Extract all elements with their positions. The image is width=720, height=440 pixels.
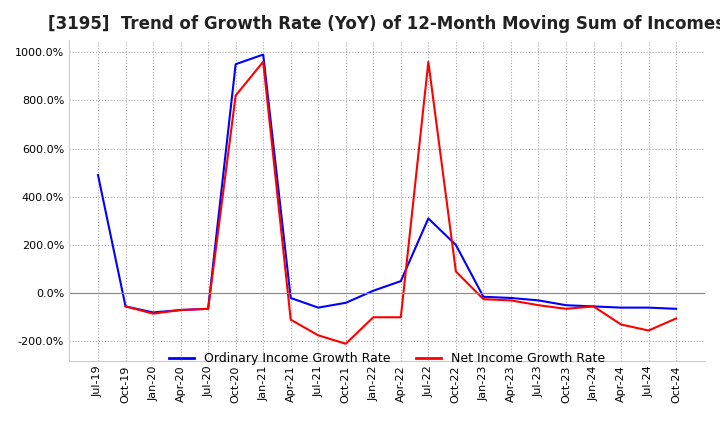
Ordinary Income Growth Rate [341, 300, 350, 305]
Ordinary Income Growth Rate [644, 305, 653, 310]
Net Income Growth Rate [672, 316, 680, 321]
Ordinary Income Growth Rate [231, 62, 240, 67]
Ordinary Income Growth Rate [287, 295, 295, 301]
Ordinary Income Growth Rate [589, 304, 598, 309]
Net Income Growth Rate [369, 315, 377, 320]
Ordinary Income Growth Rate [424, 216, 433, 221]
Title: [3195]  Trend of Growth Rate (YoY) of 12-Month Moving Sum of Incomes: [3195] Trend of Growth Rate (YoY) of 12-… [48, 15, 720, 33]
Net Income Growth Rate [259, 59, 268, 64]
Net Income Growth Rate [479, 297, 487, 302]
Net Income Growth Rate [121, 304, 130, 309]
Line: Net Income Growth Rate: Net Income Growth Rate [125, 62, 676, 344]
Ordinary Income Growth Rate [149, 310, 158, 315]
Ordinary Income Growth Rate [507, 295, 516, 301]
Net Income Growth Rate [341, 341, 350, 346]
Net Income Growth Rate [534, 303, 543, 308]
Net Income Growth Rate [204, 306, 212, 312]
Ordinary Income Growth Rate [672, 306, 680, 312]
Net Income Growth Rate [231, 93, 240, 98]
Ordinary Income Growth Rate [204, 306, 212, 312]
Ordinary Income Growth Rate [314, 305, 323, 310]
Ordinary Income Growth Rate [259, 52, 268, 57]
Net Income Growth Rate [176, 308, 185, 313]
Net Income Growth Rate [314, 333, 323, 338]
Net Income Growth Rate [424, 59, 433, 64]
Net Income Growth Rate [644, 328, 653, 333]
Ordinary Income Growth Rate [94, 172, 102, 178]
Ordinary Income Growth Rate [397, 279, 405, 284]
Ordinary Income Growth Rate [451, 242, 460, 248]
Net Income Growth Rate [287, 317, 295, 323]
Net Income Growth Rate [149, 311, 158, 316]
Legend: Ordinary Income Growth Rate, Net Income Growth Rate: Ordinary Income Growth Rate, Net Income … [164, 348, 610, 370]
Net Income Growth Rate [617, 322, 626, 327]
Net Income Growth Rate [562, 306, 570, 312]
Ordinary Income Growth Rate [562, 303, 570, 308]
Net Income Growth Rate [589, 304, 598, 309]
Net Income Growth Rate [397, 315, 405, 320]
Line: Ordinary Income Growth Rate: Ordinary Income Growth Rate [98, 55, 676, 312]
Ordinary Income Growth Rate [176, 308, 185, 313]
Ordinary Income Growth Rate [369, 288, 377, 293]
Net Income Growth Rate [507, 298, 516, 303]
Ordinary Income Growth Rate [617, 305, 626, 310]
Net Income Growth Rate [451, 269, 460, 274]
Ordinary Income Growth Rate [479, 294, 487, 299]
Ordinary Income Growth Rate [534, 298, 543, 303]
Ordinary Income Growth Rate [121, 304, 130, 309]
